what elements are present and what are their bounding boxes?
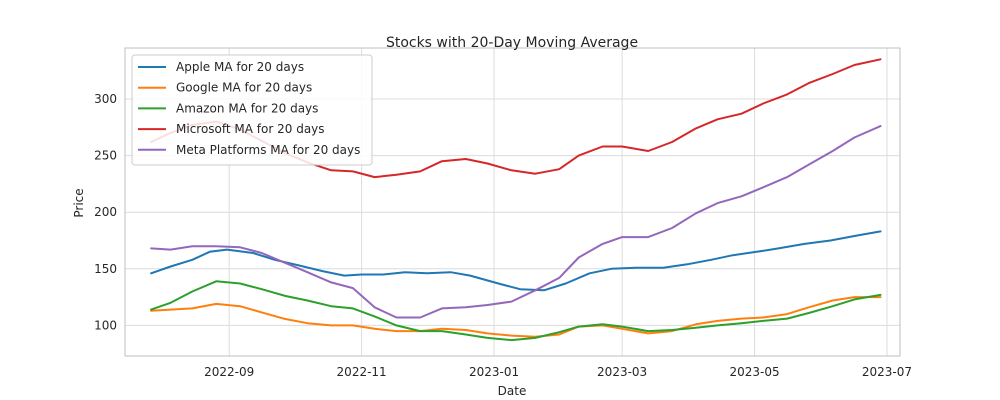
x-tick-label: 2022-09 <box>204 365 254 379</box>
x-tick-label: 2023-03 <box>597 365 647 379</box>
series-line-meta-platforms-ma-for-20-days <box>150 125 882 319</box>
y-tick-label: 250 <box>94 149 117 163</box>
x-tick-label: 2023-01 <box>469 365 519 379</box>
x-tick-label: 2022-11 <box>337 365 387 379</box>
x-tick-label: 2023-07 <box>862 365 912 379</box>
x-axis-label: Date <box>498 384 527 398</box>
y-tick-label: 150 <box>94 262 117 276</box>
legend-label-google-ma-for-20-days: Google MA for 20 days <box>176 81 312 95</box>
series-line-apple-ma-for-20-days <box>150 230 882 292</box>
legend-label-meta-platforms-ma-for-20-days: Meta Platforms MA for 20 days <box>176 143 360 157</box>
x-tick-label: 2023-05 <box>729 365 779 379</box>
series-line-google-ma-for-20-days <box>150 296 882 338</box>
chart-title: Stocks with 20-Day Moving Average <box>386 35 638 51</box>
series-layer <box>150 58 882 342</box>
legend-label-microsoft-ma-for-20-days: Microsoft MA for 20 days <box>176 122 325 136</box>
legend-label-amazon-ma-for-20-days: Amazon MA for 20 days <box>176 101 318 115</box>
legend-label-apple-ma-for-20-days: Apple MA for 20 days <box>176 60 304 74</box>
y-tick-labels: 100 150 200 250 300 <box>94 92 117 332</box>
y-tick-label: 100 <box>94 318 117 332</box>
y-axis-label: Price <box>72 188 86 217</box>
legend: Apple MA for 20 days Google MA for 20 day… <box>131 54 373 166</box>
plot-frame <box>124 47 901 357</box>
series-line-amazon-ma-for-20-days <box>150 280 882 342</box>
y-tick-label: 200 <box>94 205 117 219</box>
x-tick-labels: 2022-09 2022-11 2023-01 2023-03 2023-05 2023-… <box>204 365 912 379</box>
y-tick-label: 300 <box>94 92 117 106</box>
legend-items: Apple MA for 20 days Google MA for 20 day… <box>138 60 360 157</box>
legend-box <box>131 54 373 166</box>
